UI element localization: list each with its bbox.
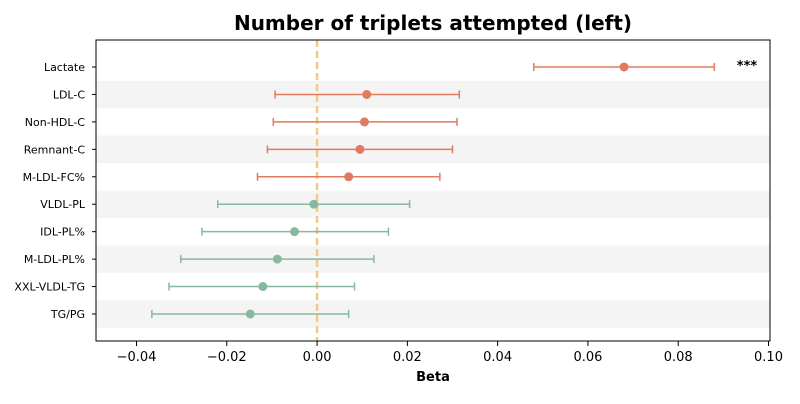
beta-point [355,144,365,154]
row-shade-band [96,190,770,218]
y-tick-label: TG/PG [50,308,85,321]
y-tick-label: Non-HDL-C [25,116,86,129]
y-axis-tick-labels: Lactate LDL-C Non-HDL-C Remnant-C M-LDL-FC% V… [14,61,96,321]
points-layer [245,62,629,319]
significance-annotation: *** [737,59,758,74]
row-shading-layer [96,80,770,328]
x-tick-label: 0.08 [664,350,693,365]
annotations-layer: *** [737,59,758,74]
x-axis-label: Beta [416,370,450,385]
beta-point [290,227,299,237]
y-tick-label: Remnant-C [24,143,86,156]
x-tick-label: 0.02 [393,350,422,365]
x-tick-label: 0.04 [483,350,512,365]
x-tick-label: 0.06 [573,350,602,365]
beta-point [344,172,354,182]
beta-point [258,282,268,292]
y-tick-label: VLDL-PL [40,198,86,211]
beta-point [309,199,319,209]
y-tick-label: M-LDL-PL% [24,253,85,266]
x-tick-label: 0.10 [754,350,783,365]
plot-frame [95,39,771,342]
y-tick-label: XXL-VLDL-TG [14,281,85,294]
y-tick-label: IDL-PL% [40,226,85,239]
y-tick-label: Lactate [44,61,85,74]
x-tick-label: 0.00 [303,350,332,365]
beta-point [272,254,282,264]
chart-title: Number of triplets attempted (left) [234,11,632,35]
y-tick-label: M-LDL-FC% [23,171,85,184]
x-tick-label: −0.04 [117,350,157,365]
beta-point [619,62,629,72]
beta-point [245,309,255,319]
y-tick-label: LDL-C [53,88,86,101]
beta-point [359,117,369,127]
x-axis-ticks: −0.04 −0.02 0.00 0.02 0.04 0.06 0.08 0.10 [117,341,783,365]
beta-point [362,89,372,99]
x-tick-label: −0.02 [207,350,247,365]
